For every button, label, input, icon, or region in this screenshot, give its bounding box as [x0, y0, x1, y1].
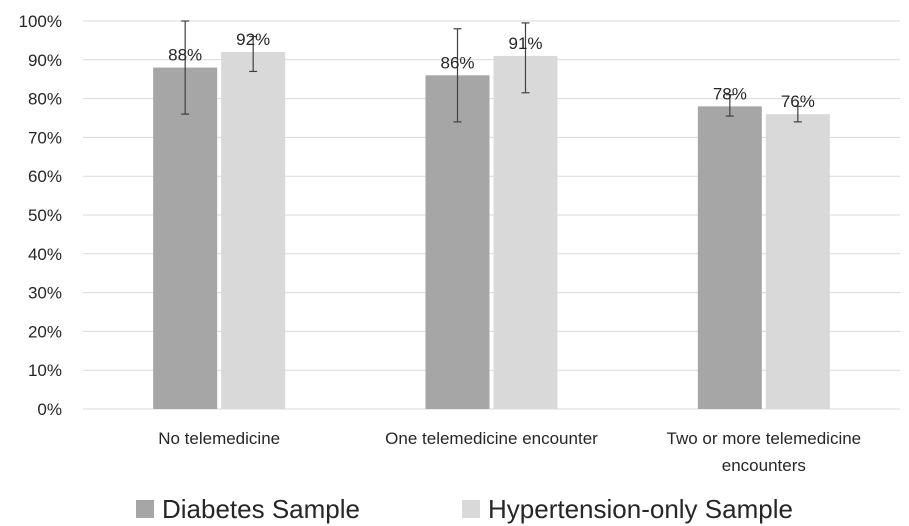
y-tick-label: 100% [19, 12, 62, 31]
y-tick-label: 40% [28, 245, 62, 264]
bar-hypertension [221, 52, 286, 409]
data-label: 91% [508, 34, 542, 53]
data-label: 92% [236, 30, 270, 49]
bar-diabetes [425, 75, 490, 409]
legend-label: Hypertension-only Sample [488, 494, 793, 524]
y-tick-label: 50% [28, 206, 62, 225]
y-axis-tick-labels: 0% 10% 20% 30% 40% 50% 60% 70% 80% 90% 100% [19, 12, 62, 419]
category-label: encounters [722, 456, 806, 475]
error-bars [181, 20, 802, 123]
legend-swatch-diabetes [136, 500, 154, 518]
category-label: No telemedicine [158, 429, 280, 448]
legend-label: Diabetes Sample [162, 494, 360, 524]
data-label: 76% [781, 92, 815, 111]
legend-swatch-hypertension [462, 500, 480, 518]
category-label: One telemedicine encounter [385, 429, 598, 448]
bar-diabetes [697, 106, 762, 410]
gridlines [83, 20, 900, 410]
y-tick-label: 30% [28, 284, 62, 303]
bar-hypertension [493, 55, 558, 410]
bars [153, 52, 830, 410]
y-tick-label: 90% [28, 51, 62, 70]
y-tick-label: 10% [28, 361, 62, 380]
legend: Diabetes Sample Hypertension-only Sample [136, 494, 793, 524]
x-axis-category-labels: No telemedicine One telemedicine encounte… [158, 429, 861, 475]
data-label: 78% [713, 84, 747, 103]
data-labels: 88% 92% 86% 91% 78% 76% [168, 30, 815, 111]
bar-diabetes [153, 67, 218, 409]
category-label: Two or more telemedicine [667, 429, 862, 448]
y-tick-label: 70% [28, 128, 62, 147]
data-label: 88% [168, 46, 202, 65]
y-tick-label: 60% [28, 167, 62, 186]
data-label: 86% [440, 53, 474, 72]
bar-hypertension [765, 114, 830, 410]
y-tick-label: 80% [28, 90, 62, 109]
y-tick-label: 20% [28, 322, 62, 341]
y-tick-label: 0% [37, 400, 62, 419]
